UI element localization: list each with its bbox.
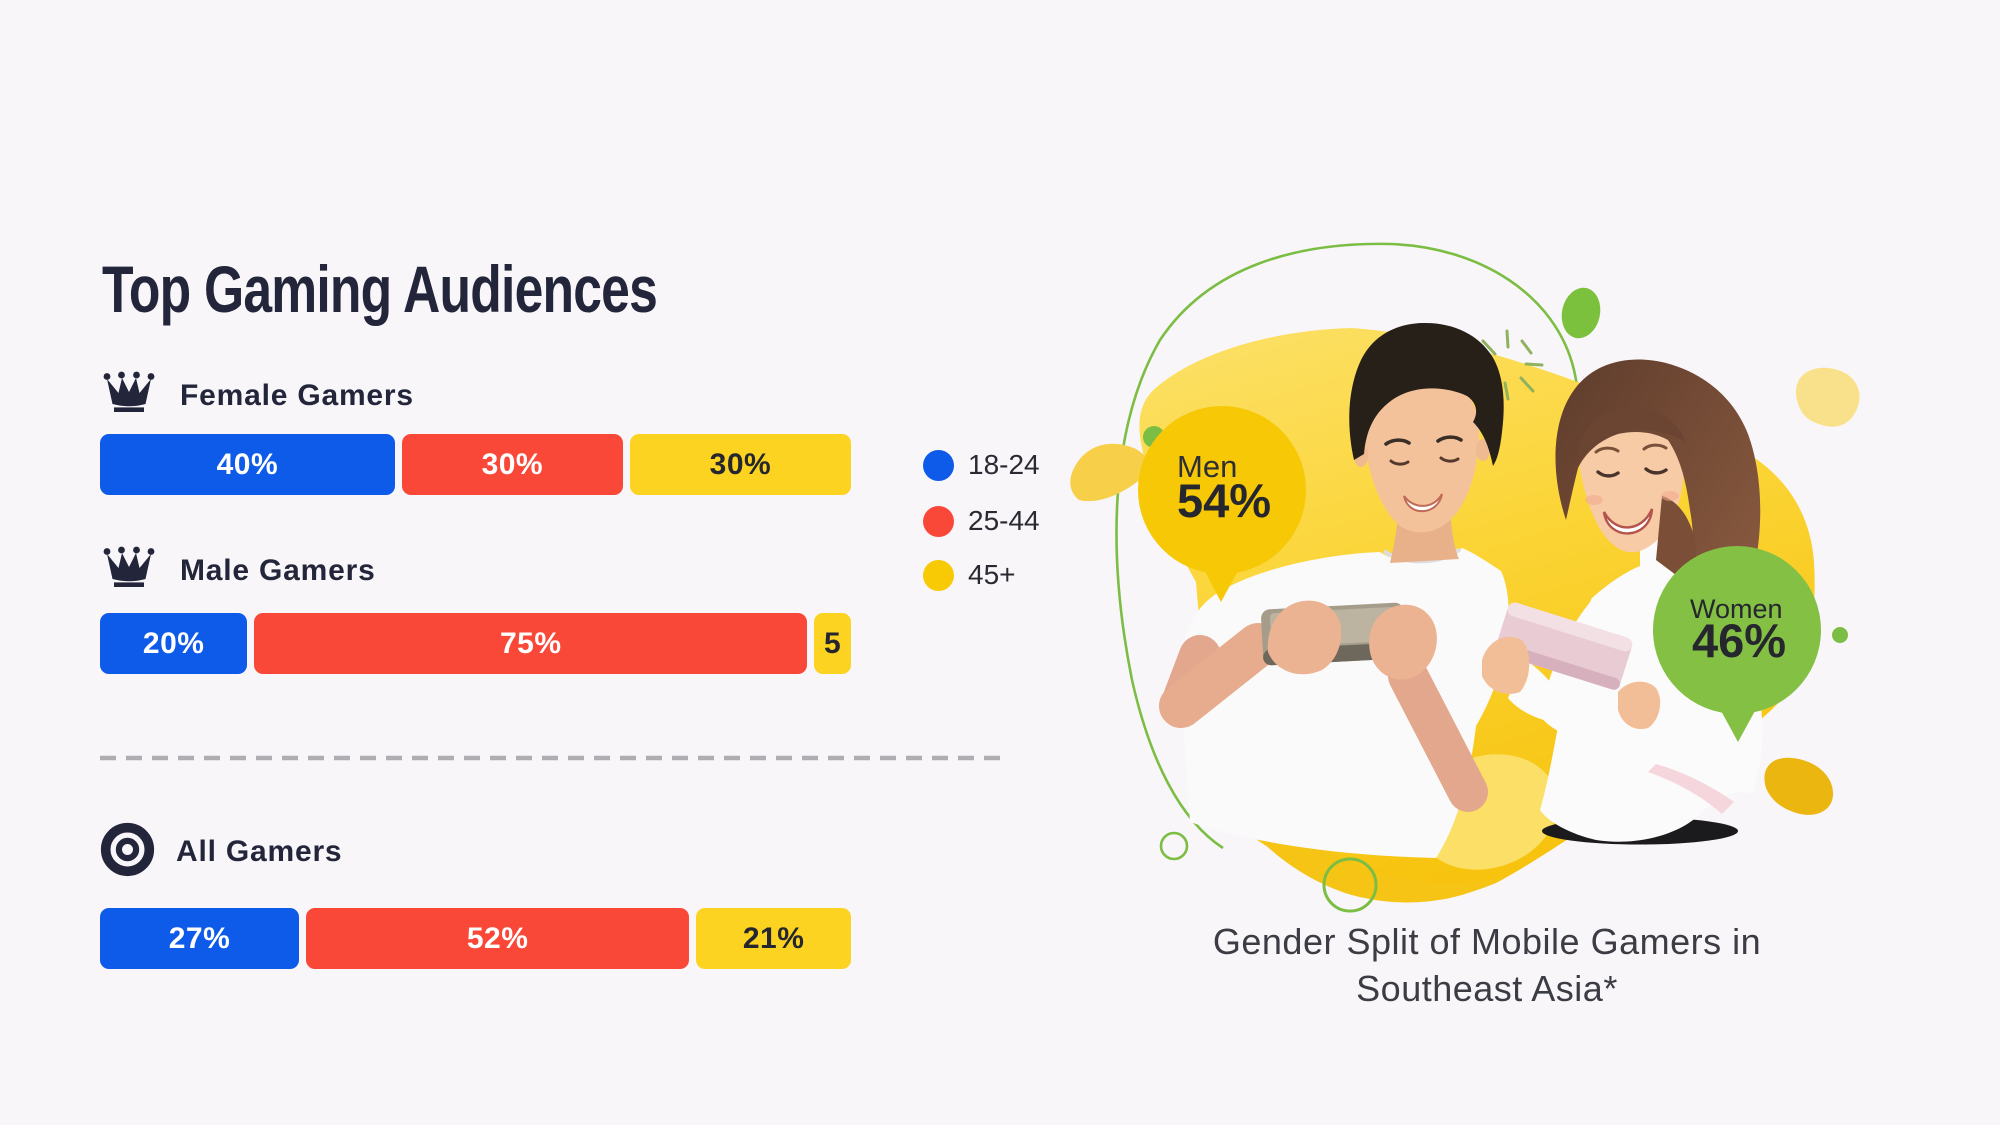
svg-text:Women: Women (1690, 594, 1783, 624)
svg-text:46%: 46% (1692, 614, 1786, 667)
svg-text:Men: Men (1177, 449, 1237, 484)
svg-text:54%: 54% (1177, 474, 1271, 527)
